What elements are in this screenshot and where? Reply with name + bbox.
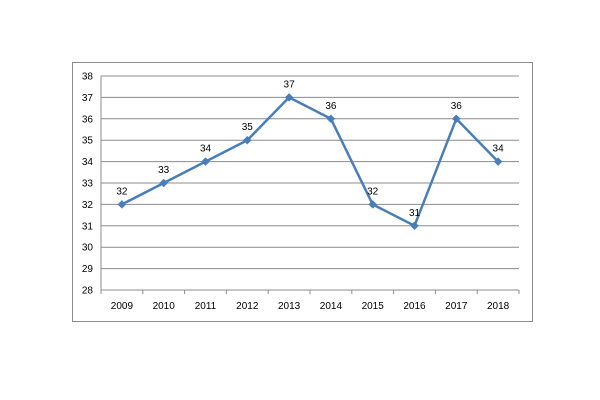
axes xyxy=(100,76,520,294)
data-point-2017 xyxy=(451,114,461,124)
series-line-path xyxy=(120,96,500,228)
x-tick-label-2013: 2013 xyxy=(278,301,301,312)
data-label-2013: 37 xyxy=(284,79,296,90)
data-label-2014: 36 xyxy=(325,101,337,112)
data-label-2015: 32 xyxy=(367,186,379,197)
x-axis-tick-labels: 2009 2010 2011 2012 2013 2014 2015 2016 2017 2018 xyxy=(111,301,510,312)
data-labels: 32 33 34 35 37 36 32 31 36 34 xyxy=(116,79,504,218)
data-label-2009: 32 xyxy=(116,186,128,197)
data-label-2016: 31 xyxy=(409,208,421,219)
y-axis-tick-labels: 28 29 30 31 32 33 34 35 36 37 38 xyxy=(82,72,94,297)
data-point-2014 xyxy=(326,114,336,124)
y-tick-label-38: 38 xyxy=(82,72,94,83)
x-tick-label-2012: 2012 xyxy=(236,301,259,312)
y-tick-label-28: 28 xyxy=(82,286,94,297)
data-point-2012 xyxy=(242,135,252,145)
y-tick-label-32: 32 xyxy=(82,200,94,211)
data-point-2015 xyxy=(368,200,378,209)
data-label-2018: 34 xyxy=(493,144,505,155)
x-tick-label-2011: 2011 xyxy=(195,301,217,312)
y-tick-label-33: 33 xyxy=(82,179,94,190)
x-tick-label-2016: 2016 xyxy=(403,301,426,312)
data-label-2011: 34 xyxy=(200,144,212,155)
data-point-2018 xyxy=(493,157,503,166)
x-tick-label-2014: 2014 xyxy=(320,301,343,312)
x-tick-label-2018: 2018 xyxy=(487,301,510,312)
x-tick-label-2009: 2009 xyxy=(111,301,134,312)
y-tick-label-30: 30 xyxy=(82,243,94,254)
y-tick-label-34: 34 xyxy=(82,157,94,168)
data-point-2009 xyxy=(117,200,127,209)
data-point-2011 xyxy=(201,157,210,166)
data-point-2013 xyxy=(284,93,294,102)
data-label-2010: 33 xyxy=(158,165,170,176)
x-tick-label-2015: 2015 xyxy=(362,301,385,312)
series-markers xyxy=(117,93,503,231)
data-label-2017: 36 xyxy=(451,101,463,112)
y-tick-label-36: 36 xyxy=(82,114,94,125)
data-label-2012: 35 xyxy=(242,122,254,133)
y-tick-label-35: 35 xyxy=(82,136,94,147)
x-tick-label-2017: 2017 xyxy=(445,301,468,312)
x-tick-label-2010: 2010 xyxy=(153,301,176,312)
data-point-2016 xyxy=(410,221,419,231)
series-line xyxy=(120,96,500,228)
y-tick-label-31: 31 xyxy=(82,221,94,232)
data-point-2010 xyxy=(159,178,169,188)
y-tick-label-37: 37 xyxy=(82,93,94,104)
y-tick-label-29: 29 xyxy=(82,264,94,275)
